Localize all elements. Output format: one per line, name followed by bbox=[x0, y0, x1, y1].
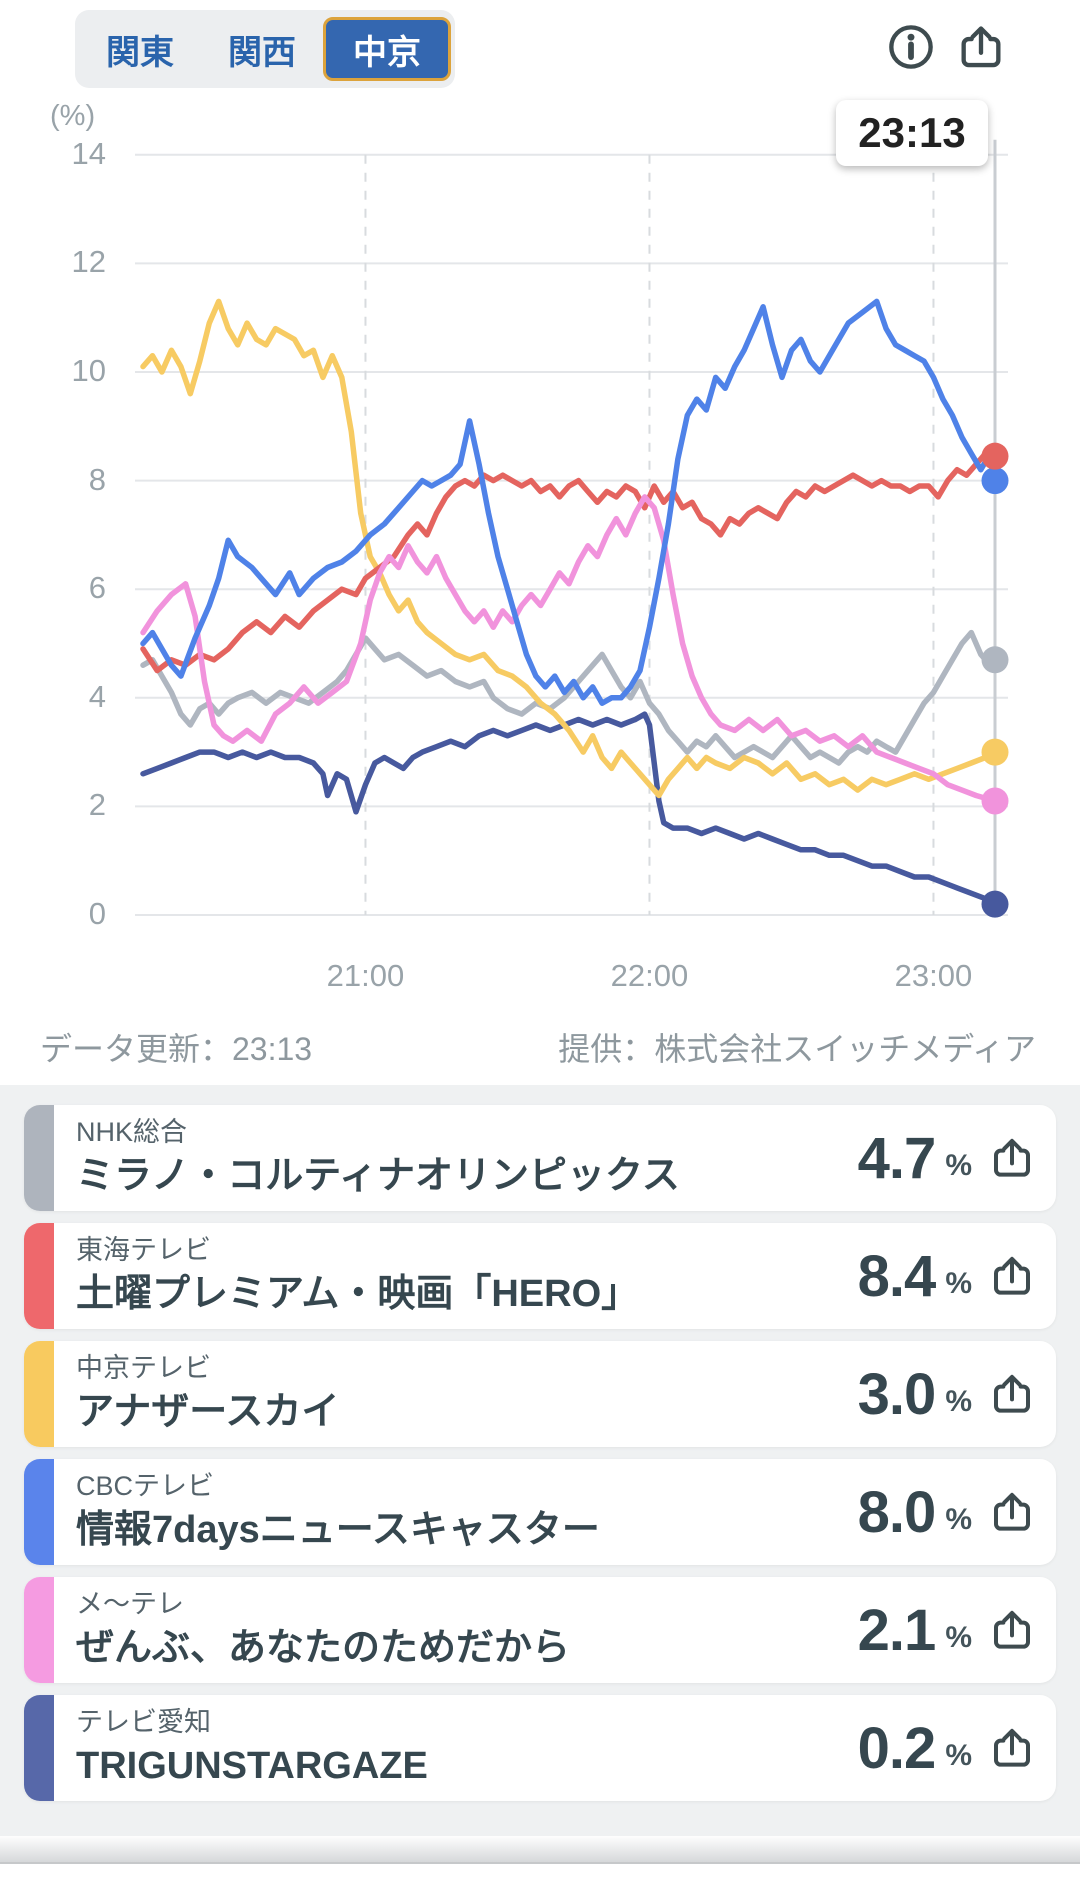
rating-value: 8.0 bbox=[857, 1479, 937, 1545]
series-line-CBCテレビ bbox=[140, 298, 998, 706]
data-provider-label: 提供：株式会社スイッチメディア bbox=[558, 1031, 1036, 1067]
rating-value: 3.0 bbox=[857, 1361, 937, 1427]
channel-name: 東海テレビ bbox=[76, 1235, 211, 1265]
row-share-button[interactable] bbox=[988, 1606, 1036, 1654]
x-tick-label: 21:00 bbox=[326, 958, 405, 993]
channel-row[interactable]: NHK総合 ミラノ・コルティナオリンピックスピード… 4.7 % bbox=[24, 1105, 1056, 1211]
series-line-中京テレビ bbox=[140, 298, 998, 799]
y-tick-label: 2 bbox=[88, 787, 106, 823]
channel-name: テレビ愛知 bbox=[76, 1707, 211, 1737]
rating-value: 0.2 bbox=[857, 1715, 937, 1781]
program-title: アナザースカイ bbox=[76, 1391, 340, 1433]
bottom-sheet-body bbox=[0, 1864, 1080, 1896]
rating-unit: % bbox=[945, 1503, 972, 1536]
program-title: 情報7daysニュースキャスター bbox=[76, 1509, 600, 1551]
channel-color-bar bbox=[24, 1341, 54, 1447]
rating-value: 2.1 bbox=[857, 1597, 937, 1663]
share-icon bbox=[988, 1606, 1036, 1654]
rating-unit: % bbox=[945, 1739, 972, 1772]
channel-list: NHK総合 ミラノ・コルティナオリンピックスピード… 4.7 % 東海テレビ 土… bbox=[0, 1085, 1080, 1896]
program-title: ミラノ・コルティナオリンピックスピード… bbox=[76, 1155, 686, 1197]
ratings-line-chart[interactable] bbox=[0, 100, 1080, 980]
channel-name: NHK総合 bbox=[76, 1117, 188, 1147]
x-tick-label: 23:00 bbox=[894, 958, 973, 993]
series-line-メ〜テレ bbox=[140, 494, 998, 804]
channel-color-bar bbox=[24, 1223, 54, 1329]
channel-color-bar bbox=[24, 1459, 54, 1565]
row-share-button[interactable] bbox=[988, 1724, 1036, 1772]
end-dot-メ〜テレ bbox=[981, 787, 1009, 815]
channel-name: メ〜テレ bbox=[76, 1589, 184, 1619]
program-title: 土曜プレミアム・映画「HERO」 bbox=[76, 1273, 640, 1315]
rating-unit: % bbox=[945, 1267, 972, 1300]
share-icon bbox=[988, 1134, 1036, 1182]
rating-unit: % bbox=[945, 1385, 972, 1418]
share-button[interactable] bbox=[952, 18, 1010, 76]
program-title: ぜんぶ、あなたのためだから bbox=[76, 1627, 571, 1669]
share-icon bbox=[988, 1370, 1036, 1418]
end-dot-中京テレビ bbox=[981, 738, 1009, 766]
share-icon bbox=[955, 21, 1007, 73]
rating-value: 8.4 bbox=[857, 1243, 937, 1309]
channel-color-bar bbox=[24, 1577, 54, 1683]
tab-kanto[interactable]: 関東 bbox=[106, 33, 174, 72]
y-tick-label: 12 bbox=[71, 244, 106, 280]
rating-unit: % bbox=[945, 1149, 972, 1182]
data-updated-label: データ更新：23:13 bbox=[40, 1031, 313, 1067]
info-button[interactable] bbox=[882, 18, 940, 76]
region-tab-group: 関東 関西 中京 bbox=[75, 10, 455, 88]
row-share-button[interactable] bbox=[988, 1488, 1036, 1536]
end-dot-CBCテレビ bbox=[981, 467, 1009, 495]
channel-row[interactable]: 東海テレビ 土曜プレミアム・映画「HERO」 8.4 % bbox=[24, 1223, 1056, 1329]
tab-chukyo[interactable]: 中京 bbox=[323, 17, 451, 81]
share-icon bbox=[988, 1488, 1036, 1536]
channel-row[interactable]: CBCテレビ 情報7daysニュースキャスター 8.0 % bbox=[24, 1459, 1056, 1565]
y-tick-label: 4 bbox=[88, 678, 106, 714]
y-axis-unit-label: (%) bbox=[50, 100, 96, 132]
rating-unit: % bbox=[945, 1621, 972, 1654]
end-dot-テレビ愛知 bbox=[981, 890, 1009, 918]
x-tick-label: 22:00 bbox=[610, 958, 689, 993]
rating-value: 4.7 bbox=[857, 1125, 937, 1191]
share-icon bbox=[988, 1724, 1036, 1772]
channel-color-bar bbox=[24, 1695, 54, 1801]
end-dot-東海テレビ bbox=[981, 442, 1009, 470]
tab-kansai[interactable]: 関西 bbox=[228, 33, 296, 72]
channel-row[interactable]: メ〜テレ ぜんぶ、あなたのためだから 2.1 % bbox=[24, 1577, 1056, 1683]
end-dot-NHK総合 bbox=[981, 646, 1009, 674]
channel-name: CBCテレビ bbox=[76, 1471, 215, 1501]
y-tick-label: 0 bbox=[88, 896, 106, 931]
channel-row[interactable]: テレビ愛知 TRIGUNSTARGAZE 0.2 % bbox=[24, 1695, 1056, 1801]
channel-name: 中京テレビ bbox=[76, 1353, 211, 1383]
row-share-button[interactable] bbox=[988, 1252, 1036, 1300]
bottom-sheet-edge[interactable] bbox=[0, 1836, 1080, 1864]
y-tick-label: 14 bbox=[71, 135, 106, 171]
share-icon bbox=[988, 1252, 1036, 1300]
cursor-time-tooltip: 23:13 bbox=[836, 100, 988, 166]
program-title: TRIGUNSTARGAZE bbox=[76, 1745, 428, 1787]
row-share-button[interactable] bbox=[988, 1134, 1036, 1182]
y-tick-label: 10 bbox=[71, 353, 106, 388]
row-share-button[interactable] bbox=[988, 1370, 1036, 1418]
info-icon bbox=[885, 21, 937, 73]
channel-color-bar bbox=[24, 1105, 54, 1211]
channel-row[interactable]: 中京テレビ アナザースカイ 3.0 % bbox=[24, 1341, 1056, 1447]
series-line-東海テレビ bbox=[140, 450, 998, 674]
y-tick-label: 8 bbox=[88, 461, 106, 497]
y-tick-label: 6 bbox=[88, 570, 106, 606]
